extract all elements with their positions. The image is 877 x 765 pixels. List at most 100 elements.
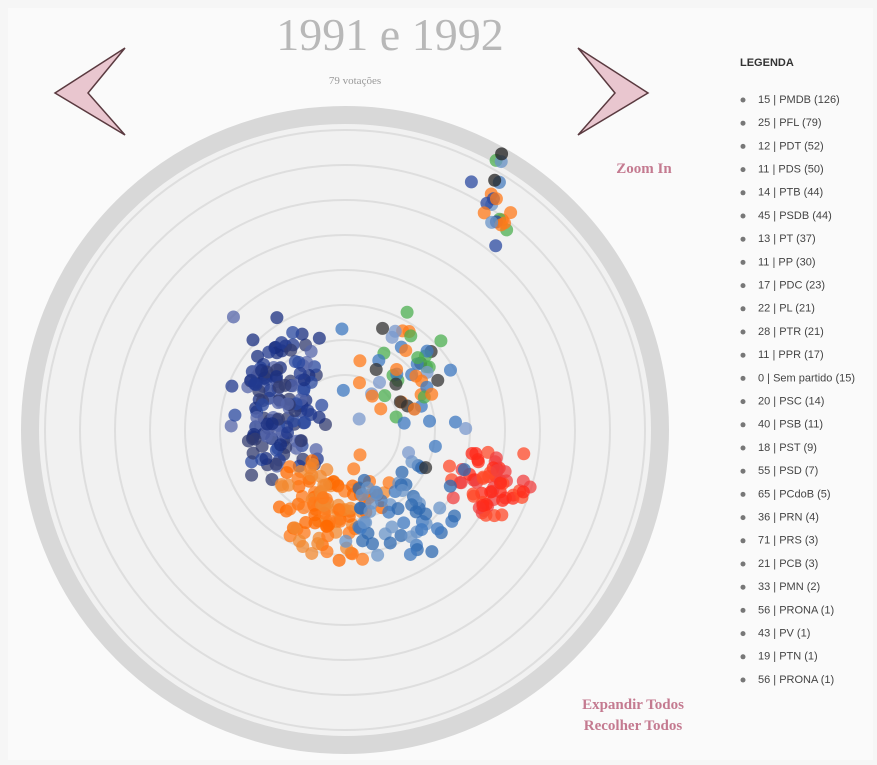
legend-item[interactable]: 43 | PV (1) [758, 628, 810, 640]
vote-dot[interactable] [265, 417, 279, 431]
vote-dot[interactable] [332, 503, 346, 517]
vote-dot[interactable] [344, 501, 358, 515]
legend-item[interactable]: 11 | PDS (50) [758, 164, 824, 176]
vote-dot[interactable] [305, 546, 319, 560]
vote-dot[interactable] [250, 410, 264, 424]
vote-dot[interactable] [269, 370, 283, 384]
vote-dot[interactable] [399, 344, 413, 358]
vote-dot[interactable] [356, 552, 370, 566]
vote-dot[interactable] [402, 446, 416, 460]
vote-dot[interactable] [306, 457, 320, 471]
vote-dot[interactable] [443, 479, 457, 493]
vote-dot[interactable] [489, 451, 503, 465]
vote-dot[interactable] [320, 463, 334, 477]
vote-dot[interactable] [339, 534, 353, 548]
vote-dot[interactable] [383, 536, 397, 550]
vote-dot[interactable] [294, 434, 308, 448]
vote-dot[interactable] [453, 476, 467, 490]
vote-dot[interactable] [262, 345, 276, 359]
vote-dot[interactable] [409, 369, 423, 383]
legend-item[interactable]: 18 | PST (9) [758, 442, 817, 454]
vote-dot[interactable] [283, 502, 297, 516]
vote-dot[interactable] [251, 349, 265, 363]
vote-dot[interactable] [425, 545, 439, 559]
legend-item[interactable]: 55 | PSD (7) [758, 465, 818, 477]
legend-item[interactable]: 56 | PRONA (1) [758, 604, 834, 616]
vote-dot[interactable] [309, 443, 323, 457]
vote-dot[interactable] [355, 488, 369, 502]
vote-dot[interactable] [397, 516, 411, 530]
vote-dot[interactable] [400, 305, 414, 319]
vote-dot[interactable] [415, 523, 429, 537]
vote-dot[interactable] [335, 322, 349, 336]
legend-item[interactable]: 45 | PSDB (44) [758, 210, 832, 222]
vote-dot[interactable] [385, 520, 399, 534]
vote-dot[interactable] [385, 330, 399, 344]
vote-dot[interactable] [389, 377, 403, 391]
legend-item[interactable]: 13 | PT (37) [758, 233, 816, 245]
vote-dot[interactable] [516, 485, 530, 499]
vote-dot[interactable] [423, 414, 437, 428]
vote-dot[interactable] [245, 468, 259, 482]
legend-item[interactable]: 0 | Sem partido (15) [758, 372, 855, 384]
vote-dot[interactable] [490, 464, 504, 478]
vote-dot[interactable] [446, 491, 460, 505]
vote-dot[interactable] [288, 521, 302, 535]
vote-dot[interactable] [431, 373, 445, 387]
vote-dot[interactable] [281, 426, 295, 440]
vote-dot[interactable] [320, 545, 334, 559]
vote-dot[interactable] [448, 415, 462, 429]
vote-dot[interactable] [442, 459, 456, 473]
vote-dot[interactable] [466, 487, 480, 501]
vote-dot[interactable] [374, 402, 388, 416]
vote-dot[interactable] [271, 396, 285, 410]
vote-dot[interactable] [494, 476, 508, 490]
vote-dot[interactable] [443, 363, 457, 377]
vote-dot[interactable] [516, 474, 530, 488]
vote-dot[interactable] [464, 175, 478, 189]
vote-dot[interactable] [495, 147, 509, 161]
vote-dot[interactable] [395, 483, 409, 497]
vote-dot[interactable] [347, 462, 361, 476]
vote-dot[interactable] [353, 354, 367, 368]
vote-dot[interactable] [333, 514, 347, 528]
legend-item[interactable]: 15 | PMDB (126) [758, 94, 840, 106]
vote-dot[interactable] [498, 216, 512, 230]
vote-dot[interactable] [274, 438, 288, 452]
vote-dot[interactable] [291, 472, 305, 486]
vote-dot[interactable] [363, 505, 377, 519]
next-arrow[interactable] [577, 47, 650, 136]
vote-dot[interactable] [299, 516, 313, 530]
vote-dot[interactable] [255, 364, 269, 378]
vote-dot[interactable] [431, 522, 445, 536]
vote-dot[interactable] [495, 508, 509, 522]
vote-dot[interactable] [484, 485, 498, 499]
vote-dot[interactable] [378, 389, 392, 403]
vote-dot[interactable] [272, 380, 286, 394]
vote-dot[interactable] [434, 334, 448, 348]
vote-dot[interactable] [295, 490, 309, 504]
vote-dot[interactable] [376, 321, 390, 335]
vote-dot[interactable] [269, 457, 283, 471]
vote-dot[interactable] [352, 412, 366, 426]
vote-dot[interactable] [419, 507, 433, 521]
legend-item[interactable]: 14 | PTB (44) [758, 187, 823, 199]
vote-dot[interactable] [272, 500, 286, 514]
vote-dot[interactable] [301, 404, 315, 418]
vote-dot[interactable] [372, 375, 386, 389]
vote-dot[interactable] [312, 331, 326, 345]
legend-item[interactable]: 71 | PRS (3) [758, 535, 818, 547]
vote-dot[interactable] [407, 402, 421, 416]
vote-dot[interactable] [457, 463, 471, 477]
legend-item[interactable]: 20 | PSC (14) [758, 396, 824, 408]
vote-dot[interactable] [259, 429, 273, 443]
vote-dot[interactable] [433, 501, 447, 515]
vote-dot[interactable] [319, 478, 333, 492]
expand-all[interactable]: Expandir Todos [582, 697, 684, 713]
vote-dot[interactable] [225, 379, 239, 393]
legend-item[interactable]: 65 | PCdoB (5) [758, 488, 831, 500]
legend-item[interactable]: 21 | PCB (3) [758, 558, 818, 570]
vote-dot[interactable] [425, 387, 439, 401]
legend-item[interactable]: 40 | PSB (11) [758, 419, 823, 431]
legend-item[interactable]: 11 | PPR (17) [758, 349, 824, 361]
